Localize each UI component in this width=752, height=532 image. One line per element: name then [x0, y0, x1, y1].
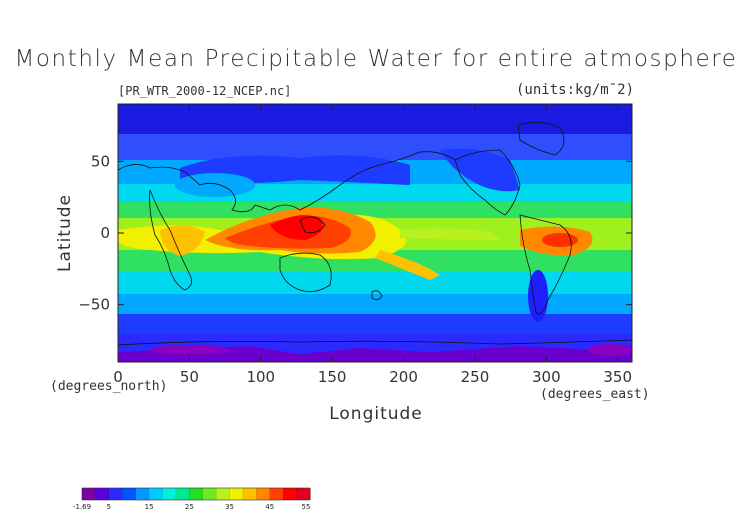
x-tick-label: 150: [318, 368, 347, 386]
antarctic-dry-core-1: [150, 345, 230, 355]
colorbar-tick-label: -1.69: [73, 503, 91, 511]
y-axis-title: Latitude: [55, 194, 75, 272]
x-axis-units-note: (degrees_east): [540, 387, 650, 402]
maritime-continent-max: [270, 215, 323, 240]
maritime-islands: [299, 216, 326, 234]
antarctica-coastline: [118, 339, 632, 346]
colorbar-swatch: [269, 488, 284, 500]
south-high-lat-band: [118, 314, 632, 336]
x-axis-title: Longitude: [329, 404, 423, 424]
south-america-coastline: [519, 214, 572, 315]
colorbar-tick-label: 5: [107, 503, 111, 511]
map-title: Monthly Mean Precipitable Water for enti…: [14, 46, 738, 72]
y-tick-label: −50: [78, 296, 110, 314]
south-mid-lat-band: [118, 294, 632, 316]
antarctic-dry-region: [118, 345, 632, 362]
x-tick-label: 200: [389, 368, 418, 386]
new-zealand-coastline: [371, 290, 383, 300]
x-tick-label: 250: [461, 368, 490, 386]
precipitable-water-field: [118, 104, 632, 362]
southern-africa-region: [166, 277, 194, 293]
x-tick-label: 50: [180, 368, 199, 386]
australia-coastline: [279, 252, 332, 293]
colorbar-swatch: [189, 488, 204, 500]
colorbar-labels: -1.69 5 15 25 35 45 55: [73, 503, 311, 511]
colorbar-tick-label: 25: [185, 503, 194, 511]
colorbar-swatch: [149, 488, 163, 500]
units-label: (units:kg/m¯2): [516, 82, 635, 98]
colorbar-swatch: [108, 488, 123, 500]
amazon-max: [542, 233, 578, 247]
colorbar-swatch: [175, 488, 190, 500]
pacific-itcz: [400, 228, 500, 240]
colorbar-swatch: [216, 488, 231, 500]
coastlines: [118, 121, 632, 346]
north-america-dry-region: [440, 148, 520, 192]
colorbar-swatch: [229, 488, 244, 500]
colorbar-frame: [81, 487, 311, 501]
colorbar-swatch: [202, 488, 217, 500]
colorbar-swatch: [135, 488, 150, 500]
colorbar-swatch: [242, 488, 257, 500]
colorbar-swatch: [122, 488, 137, 500]
x-axis-ticks: 0 50 100 150 200 250 300 350: [113, 104, 632, 386]
south-subtropic-band: [118, 272, 632, 296]
north-tropic-band: [118, 202, 632, 220]
y-axis-ticks: 50 0 −50: [78, 152, 632, 314]
file-name-label: [PR_WTR_2000-12_NCEP.nc]: [118, 84, 292, 98]
sahara-region: [175, 173, 255, 197]
colorbar-tick-label: 35: [225, 503, 234, 511]
north-high-lat-band: [118, 134, 632, 162]
colorbar-swatch: [162, 488, 177, 500]
colorbar: [81, 487, 311, 501]
x-tick-label: 0: [113, 368, 123, 386]
colorbar-swatch: [256, 488, 271, 500]
y-axis-units-note: (degrees_north): [50, 379, 167, 394]
south-pacific-convergence: [375, 250, 440, 280]
eurasia-coastline: [118, 151, 456, 213]
y-tick-label: 0: [100, 224, 110, 242]
x-tick-label: 300: [532, 368, 561, 386]
colorbar-swatch: [82, 488, 96, 500]
antarctic-dry-core-2: [588, 344, 632, 356]
colorbar-tick-label: 55: [302, 503, 311, 511]
colorbar-swatch: [296, 488, 311, 500]
andes-dry-region: [528, 270, 548, 322]
north-america-coastline: [454, 149, 521, 216]
x-tick-label: 350: [603, 368, 632, 386]
africa-coastline: [149, 189, 193, 291]
x-tick-label: 100: [246, 368, 275, 386]
greenland-coastline: [517, 121, 565, 156]
colorbar-swatch: [95, 488, 110, 500]
colorbar-swatch: [283, 488, 298, 500]
arctic-band: [118, 104, 632, 134]
colorbar-tick-label: 15: [145, 503, 154, 511]
y-tick-label: 50: [91, 152, 110, 170]
colorbar-tick-label: 45: [265, 503, 274, 511]
